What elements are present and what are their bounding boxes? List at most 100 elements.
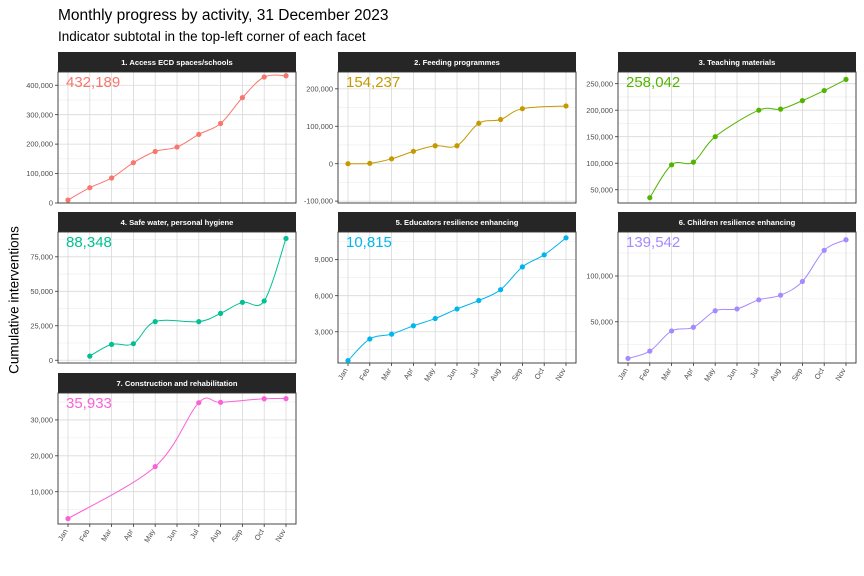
data-point — [410, 148, 416, 154]
data-point — [647, 348, 653, 354]
facet-subtotal: 10,815 — [346, 234, 392, 251]
data-point — [65, 516, 71, 522]
data-point — [563, 235, 569, 241]
data-point — [130, 160, 136, 166]
data-point — [476, 120, 482, 126]
data-point — [734, 306, 740, 312]
facet-panel: 3. Teaching materials 50,000 100,000 150,00… — [586, 52, 857, 204]
data-point — [87, 353, 93, 359]
x-tick-label: Jun — [165, 528, 179, 543]
facet-strip — [618, 212, 856, 232]
x-tick-label: Apr — [122, 527, 136, 542]
x-tick-label: Aug — [768, 367, 782, 383]
data-point — [625, 355, 631, 362]
x-tick-label: Nov — [833, 366, 848, 382]
x-tick-label: May — [142, 527, 157, 544]
data-point — [498, 287, 504, 293]
x-tick-label: Sep — [510, 367, 524, 383]
x-tick-label: Nov — [273, 527, 288, 543]
data-point — [283, 235, 289, 242]
x-tick-label: May — [422, 366, 437, 383]
y-tick-label: 10,000 — [30, 487, 53, 496]
x-tick-label: Jul — [468, 366, 481, 379]
data-point — [432, 143, 438, 149]
data-point — [87, 185, 93, 191]
y-tick-label: 400,000 — [26, 81, 53, 90]
facet-title: 7. Construction and rehabilitation — [116, 379, 237, 388]
facet-subtotal: 139,542 — [626, 234, 680, 251]
x-tick-label: Aug — [488, 366, 502, 382]
data-point — [283, 396, 289, 402]
data-point — [218, 310, 224, 316]
data-point — [196, 319, 202, 325]
facet-title: 3. Teaching materials — [699, 58, 776, 67]
y-tick-label: 250,000 — [586, 79, 613, 88]
data-point — [690, 159, 697, 165]
y-tick-label: 100,000 — [586, 272, 613, 281]
data-point — [389, 156, 395, 162]
x-tick-label: Feb — [637, 367, 651, 383]
panel-border — [617, 71, 857, 204]
facet-title: 6. Children resilience enhancing — [679, 218, 796, 227]
x-tick-label: Mar — [379, 366, 393, 382]
y-tick-label: 100,000 — [26, 169, 53, 178]
data-point — [843, 237, 849, 243]
data-point — [756, 297, 762, 303]
facet-subtotal: 432,189 — [66, 74, 120, 91]
y-tick-label: -100,000 — [304, 197, 333, 206]
data-point — [669, 328, 675, 334]
x-tick-label: Mar — [99, 527, 113, 543]
y-tick-label: 50,000 — [30, 287, 53, 296]
facet-title: 2. Feeding programmes — [414, 58, 500, 67]
data-point — [389, 331, 395, 337]
facet-subtotal: 154,237 — [346, 74, 400, 91]
data-point — [778, 292, 784, 298]
x-tick-label: Jan — [56, 528, 70, 543]
data-point — [519, 264, 526, 270]
x-tick-label: Jun — [725, 367, 739, 382]
x-tick-label: Oct — [812, 367, 826, 381]
y-tick-label: 50,000 — [590, 317, 613, 326]
facet-title: 4. Safe water, personal hygiene — [121, 218, 234, 227]
data-point — [778, 106, 784, 112]
data-point — [283, 73, 289, 79]
data-point — [454, 143, 460, 149]
data-point — [196, 131, 202, 138]
data-point — [519, 106, 526, 112]
data-point — [821, 87, 827, 94]
data-point — [261, 298, 267, 304]
facet-panel: 4. Safe water, personal hygiene 0 25,000 50… — [30, 212, 297, 365]
y-tick-label: 0 — [329, 159, 333, 168]
panel-border — [57, 231, 297, 364]
x-tick-label: Nov — [553, 366, 568, 382]
data-point — [218, 120, 224, 127]
data-point — [799, 278, 806, 285]
facet-panel: 7. Construction and rehabilitation 10,000… — [30, 373, 297, 544]
y-tick-label: 100,000 — [306, 122, 333, 131]
facet-strip — [338, 212, 576, 232]
x-tick-label: Oct — [532, 367, 546, 381]
facet-panel: 1. Access ECD spaces/schools 0 100,000 200,… — [26, 52, 297, 208]
y-tick-label: 200,000 — [586, 106, 613, 115]
data-point — [261, 396, 267, 402]
facet-subtotal: 258,042 — [626, 74, 680, 91]
y-tick-label: 6,000 — [315, 291, 334, 300]
chart-subtitle: Indicator subtotal in the top-left corne… — [58, 29, 366, 44]
facet-panel: 2. Feeding programmes -100,000 0 100,000 200… — [304, 52, 577, 206]
y-tick-label: 9,000 — [315, 255, 334, 264]
data-point — [152, 463, 158, 470]
x-tick-label: Oct — [252, 528, 266, 542]
data-point — [261, 74, 267, 80]
facet-title: 1. Access ECD spaces/schools — [121, 58, 233, 67]
data-point — [367, 336, 373, 342]
y-tick-label: 3,000 — [315, 327, 334, 336]
facet-strip — [338, 52, 576, 72]
data-point — [239, 95, 245, 101]
data-point — [152, 148, 158, 155]
panel-border — [337, 71, 577, 204]
data-point — [239, 299, 245, 305]
y-tick-label: 50,000 — [590, 185, 613, 194]
data-point — [712, 134, 718, 140]
data-point — [130, 341, 136, 347]
y-tick-label: 75,000 — [30, 252, 53, 261]
